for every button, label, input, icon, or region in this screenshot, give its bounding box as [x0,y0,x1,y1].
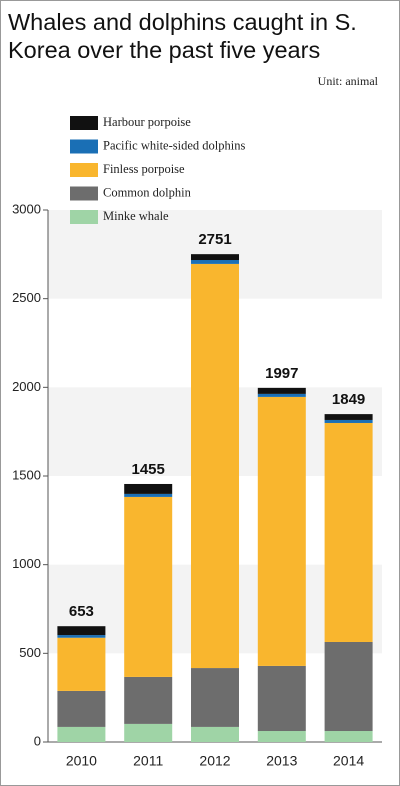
total-label: 1997 [265,365,298,382]
total-label: 1455 [132,461,165,478]
unit-label: Unit: animal [318,74,379,88]
legend-swatch [70,139,98,154]
y-tick-label: 2000 [12,379,41,394]
bar-segment [257,731,306,742]
legend-label: Pacific white-sided dolphins [103,138,245,152]
bar-segment [191,254,239,261]
legend-label: Common dolphin [103,185,192,199]
bar-segment [57,637,106,691]
bar-segment [124,723,173,742]
bar-segment [257,396,306,666]
bar-segment [124,496,173,677]
x-tick-label: 2013 [266,753,297,769]
legend-swatch [70,116,98,130]
legend-swatch [70,186,98,201]
legend-label: Finless porpoise [103,162,185,176]
bar-segment [191,263,239,669]
bar-segment [124,493,173,497]
legend-swatch [70,163,98,177]
total-label: 653 [69,603,94,620]
bar-segment [191,668,239,727]
x-tick-label: 2012 [199,753,230,769]
bar-segment [324,641,373,732]
bar-segment [124,483,173,494]
total-label: 2751 [198,231,231,248]
y-tick-label: 500 [19,645,41,660]
total-label: 1849 [332,391,365,408]
bar-segment [191,726,239,742]
legend-swatch [70,210,98,224]
legend-label: Minke whale [103,209,169,223]
bar-segment [257,387,306,394]
y-tick-label: 1000 [12,556,41,571]
bar-segment [324,422,373,642]
legend-label: Harbour porpoise [103,115,191,129]
bar-segment [324,414,373,420]
bar-segment [57,626,106,636]
bar-segment [124,676,173,724]
bar-segment [57,690,106,727]
bar-segment [324,419,373,423]
y-tick-label: 2500 [12,290,41,305]
bar-segment [257,665,306,732]
x-tick-label: 2010 [66,753,97,769]
bar-segment [257,393,306,397]
y-tick-label: 3000 [12,201,41,216]
bar-segment [324,731,373,742]
chart-title: Whales and dolphins caught in S. Korea o… [8,9,357,63]
bar-segment [57,726,106,742]
x-tick-label: 2014 [333,753,364,769]
bar-segment [57,635,106,638]
bar-segment [191,260,239,264]
y-tick-label: 1500 [12,467,41,482]
y-tick-label: 0 [34,733,41,748]
x-tick-label: 2011 [133,753,163,769]
